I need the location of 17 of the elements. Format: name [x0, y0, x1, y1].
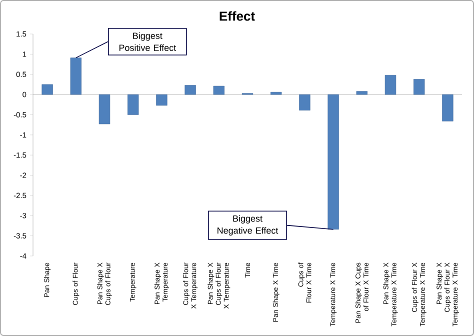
- bar: [213, 86, 224, 95]
- bar: [98, 94, 110, 124]
- bar: [156, 94, 168, 106]
- bar: [299, 94, 310, 110]
- bar: [70, 58, 82, 95]
- bar: [184, 85, 196, 95]
- bar: [442, 94, 454, 122]
- bar: [328, 94, 339, 230]
- bar: [128, 94, 139, 115]
- bar: [42, 84, 53, 95]
- bar: [384, 75, 396, 95]
- bar: [270, 92, 282, 95]
- chart-title: Effect: [220, 11, 255, 21]
- annotation: Biggest Negative Effect: [218, 215, 278, 236]
- annotation: Biggest Positive Effect: [119, 32, 176, 51]
- bar: [356, 91, 368, 95]
- bar: [414, 79, 425, 95]
